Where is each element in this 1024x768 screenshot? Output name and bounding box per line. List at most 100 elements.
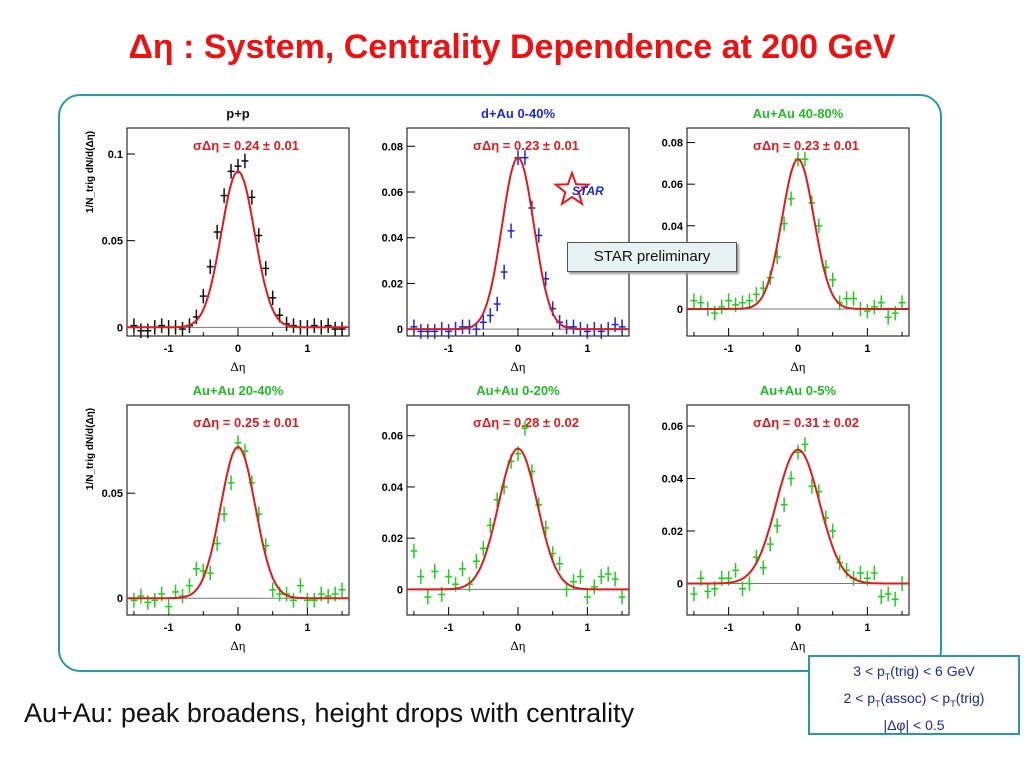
data-point	[199, 288, 207, 304]
data-point	[445, 569, 453, 584]
data-point	[172, 584, 180, 600]
caption-text: Au+Au: peak broadens, height drops with …	[24, 698, 635, 728]
data-point	[884, 310, 892, 325]
plot-panel-2: -1 0 1 0 0.02 0.04 0.06 0.08 Δη d+Au 0-40% σΔη = 0…	[382, 106, 630, 374]
data-point	[303, 592, 311, 608]
data-point	[192, 561, 200, 577]
cut-line-trig: 3 < pT(trig) < 6 GeV	[853, 663, 975, 682]
data-point	[877, 295, 885, 310]
data-point	[310, 318, 318, 333]
data-point	[604, 566, 612, 582]
y-tick-label: 0.04	[382, 233, 404, 245]
y-tick-label: 0	[397, 584, 403, 596]
data-point	[759, 560, 767, 576]
y-tick-label: 0.08	[382, 141, 403, 153]
data-point	[445, 324, 453, 339]
data-point	[137, 588, 145, 604]
data-point	[732, 563, 740, 578]
data-point	[310, 592, 318, 608]
data-point	[137, 323, 145, 339]
data-point	[262, 261, 270, 276]
data-point	[773, 518, 781, 534]
data-point	[618, 319, 626, 335]
data-point	[324, 588, 332, 604]
star-preliminary-label: STAR preliminary	[567, 242, 737, 272]
x-tick-label: 0	[795, 622, 801, 634]
data-point	[479, 541, 487, 556]
slide-title: Δη : System, Centrality Dependence at 20…	[128, 28, 896, 66]
data-point	[151, 592, 159, 608]
data-point	[739, 581, 746, 597]
data-point	[597, 569, 605, 584]
data-point	[479, 315, 487, 330]
data-point	[324, 318, 332, 333]
data-point	[576, 569, 584, 584]
data-point	[597, 324, 605, 339]
data-point	[752, 287, 760, 302]
x-axis-label: Δη	[790, 638, 805, 653]
data-point	[424, 589, 432, 605]
y-tick-label: 0.1	[108, 149, 123, 161]
data-point	[269, 582, 277, 598]
data-point	[507, 223, 515, 239]
y-tick-label: 0.06	[382, 431, 403, 443]
cut-line-assoc: 2 < pT(assoc) < pT(trig)	[843, 689, 985, 709]
data-point	[500, 264, 508, 280]
data-point	[745, 576, 753, 591]
x-tick-label: 1	[584, 622, 590, 634]
y-tick-label: 0.06	[382, 187, 403, 199]
data-point	[815, 218, 823, 234]
y-tick-label: 0	[117, 593, 123, 605]
sigma-label: σΔη = 0.28 ± 0.02	[473, 415, 579, 430]
data-point	[766, 536, 774, 552]
y-tick-label: 0.02	[382, 533, 403, 545]
x-axis-label: Δη	[790, 359, 805, 374]
data-point	[185, 578, 193, 593]
y-axis-label: 1/N_trig dN/d(Δη)	[85, 408, 96, 490]
x-tick-label: 1	[864, 622, 870, 634]
y-axis-label: 1/N_trig dN/d(Δη)	[85, 131, 96, 213]
data-point	[241, 153, 249, 169]
y-tick-label: 0.06	[662, 421, 683, 433]
data-point	[870, 299, 878, 315]
data-point	[248, 190, 256, 205]
gaussian-fit-curve	[687, 448, 909, 585]
data-point	[431, 324, 439, 339]
x-tick-label: -1	[724, 343, 734, 355]
plot-title: Au+Au 0-5%	[760, 383, 837, 398]
data-point	[583, 324, 591, 339]
y-tick-label: 0.02	[662, 526, 683, 538]
data-point	[521, 420, 529, 436]
data-point	[563, 582, 571, 597]
data-point	[220, 506, 228, 522]
star-logo-text: STAR	[572, 184, 604, 198]
sigma-label: σΔη = 0.23 ± 0.01	[473, 138, 579, 153]
data-point	[590, 579, 598, 595]
data-point	[718, 299, 726, 315]
y-tick-label: 0	[677, 304, 683, 316]
data-point	[898, 295, 906, 310]
star-logo-icon	[553, 170, 591, 207]
x-tick-label: -1	[164, 343, 174, 355]
data-point	[801, 437, 809, 452]
data-point	[213, 224, 221, 240]
gaussian-fit-curve	[407, 447, 629, 591]
data-point	[870, 565, 878, 581]
x-tick-label: 0	[235, 622, 241, 634]
plot-title: Au+Au 40-80%	[753, 106, 844, 121]
data-point	[431, 564, 439, 579]
y-tick-label: 0.04	[662, 221, 684, 233]
data-point	[556, 556, 564, 572]
data-point	[130, 318, 138, 333]
data-point	[697, 295, 705, 310]
data-point	[739, 295, 746, 310]
data-point	[521, 150, 529, 165]
y-tick-label: 0.05	[102, 236, 123, 248]
y-tick-label: 0.04	[662, 474, 684, 486]
cut-line-dphi: |Δφ| < 0.5	[883, 716, 945, 733]
data-point	[787, 471, 795, 486]
data-point	[472, 553, 480, 569]
x-axis-label: Δη	[510, 359, 525, 374]
data-point	[220, 188, 228, 203]
